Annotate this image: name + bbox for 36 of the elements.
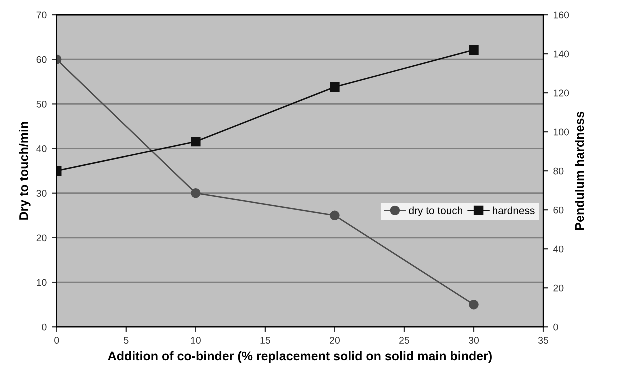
- y-tick-label: 60: [36, 56, 47, 64]
- y-axis-title: Dry to touch/min: [19, 122, 31, 220]
- y-tick-label: 10: [37, 279, 47, 286]
- y2-tick-label: 20: [554, 284, 564, 292]
- y-tick-label: 20: [36, 234, 47, 242]
- y-tick-label: 50: [36, 100, 47, 108]
- y2-tick-label: 60: [554, 206, 564, 214]
- y2-tick-label: 40: [553, 246, 564, 253]
- point: [191, 188, 201, 198]
- y2-tick-label: 160: [554, 12, 570, 19]
- point: [330, 210, 340, 221]
- x-tick-label: 30: [468, 337, 480, 344]
- y2-tick-label: 100: [554, 128, 570, 136]
- x-tick-label: 20: [330, 337, 340, 344]
- y-tick-label: 0: [42, 324, 47, 331]
- y-tick-label: 30: [36, 190, 47, 197]
- x-tick-label: 0: [54, 337, 60, 344]
- x-tick-label: 10: [191, 337, 201, 344]
- x-tick-label: 35: [538, 337, 549, 344]
- x-tick-label: 5: [124, 337, 129, 344]
- y2-tick-label: 80: [554, 168, 564, 175]
- x-tick-label: 15: [260, 337, 270, 344]
- legend-label: hardness: [493, 206, 535, 214]
- y-tick-label: 70: [36, 12, 47, 19]
- y2-axis-title: Pendulum hardness: [575, 112, 584, 230]
- y2-tick-label: 140: [554, 50, 570, 58]
- point: [469, 300, 479, 310]
- point: [191, 136, 201, 147]
- legend-label: dry to touch: [409, 206, 462, 217]
- y-tick-label: 40: [36, 146, 47, 152]
- y2-tick-label: 120: [554, 90, 570, 97]
- x-axis-title: Addition of co-binder (% replacement solid on solid main binder): [108, 351, 492, 364]
- x-tick-label: 25: [400, 337, 410, 344]
- point: [330, 82, 340, 92]
- y2-tick-label: 0: [554, 324, 558, 331]
- point: [469, 45, 479, 56]
